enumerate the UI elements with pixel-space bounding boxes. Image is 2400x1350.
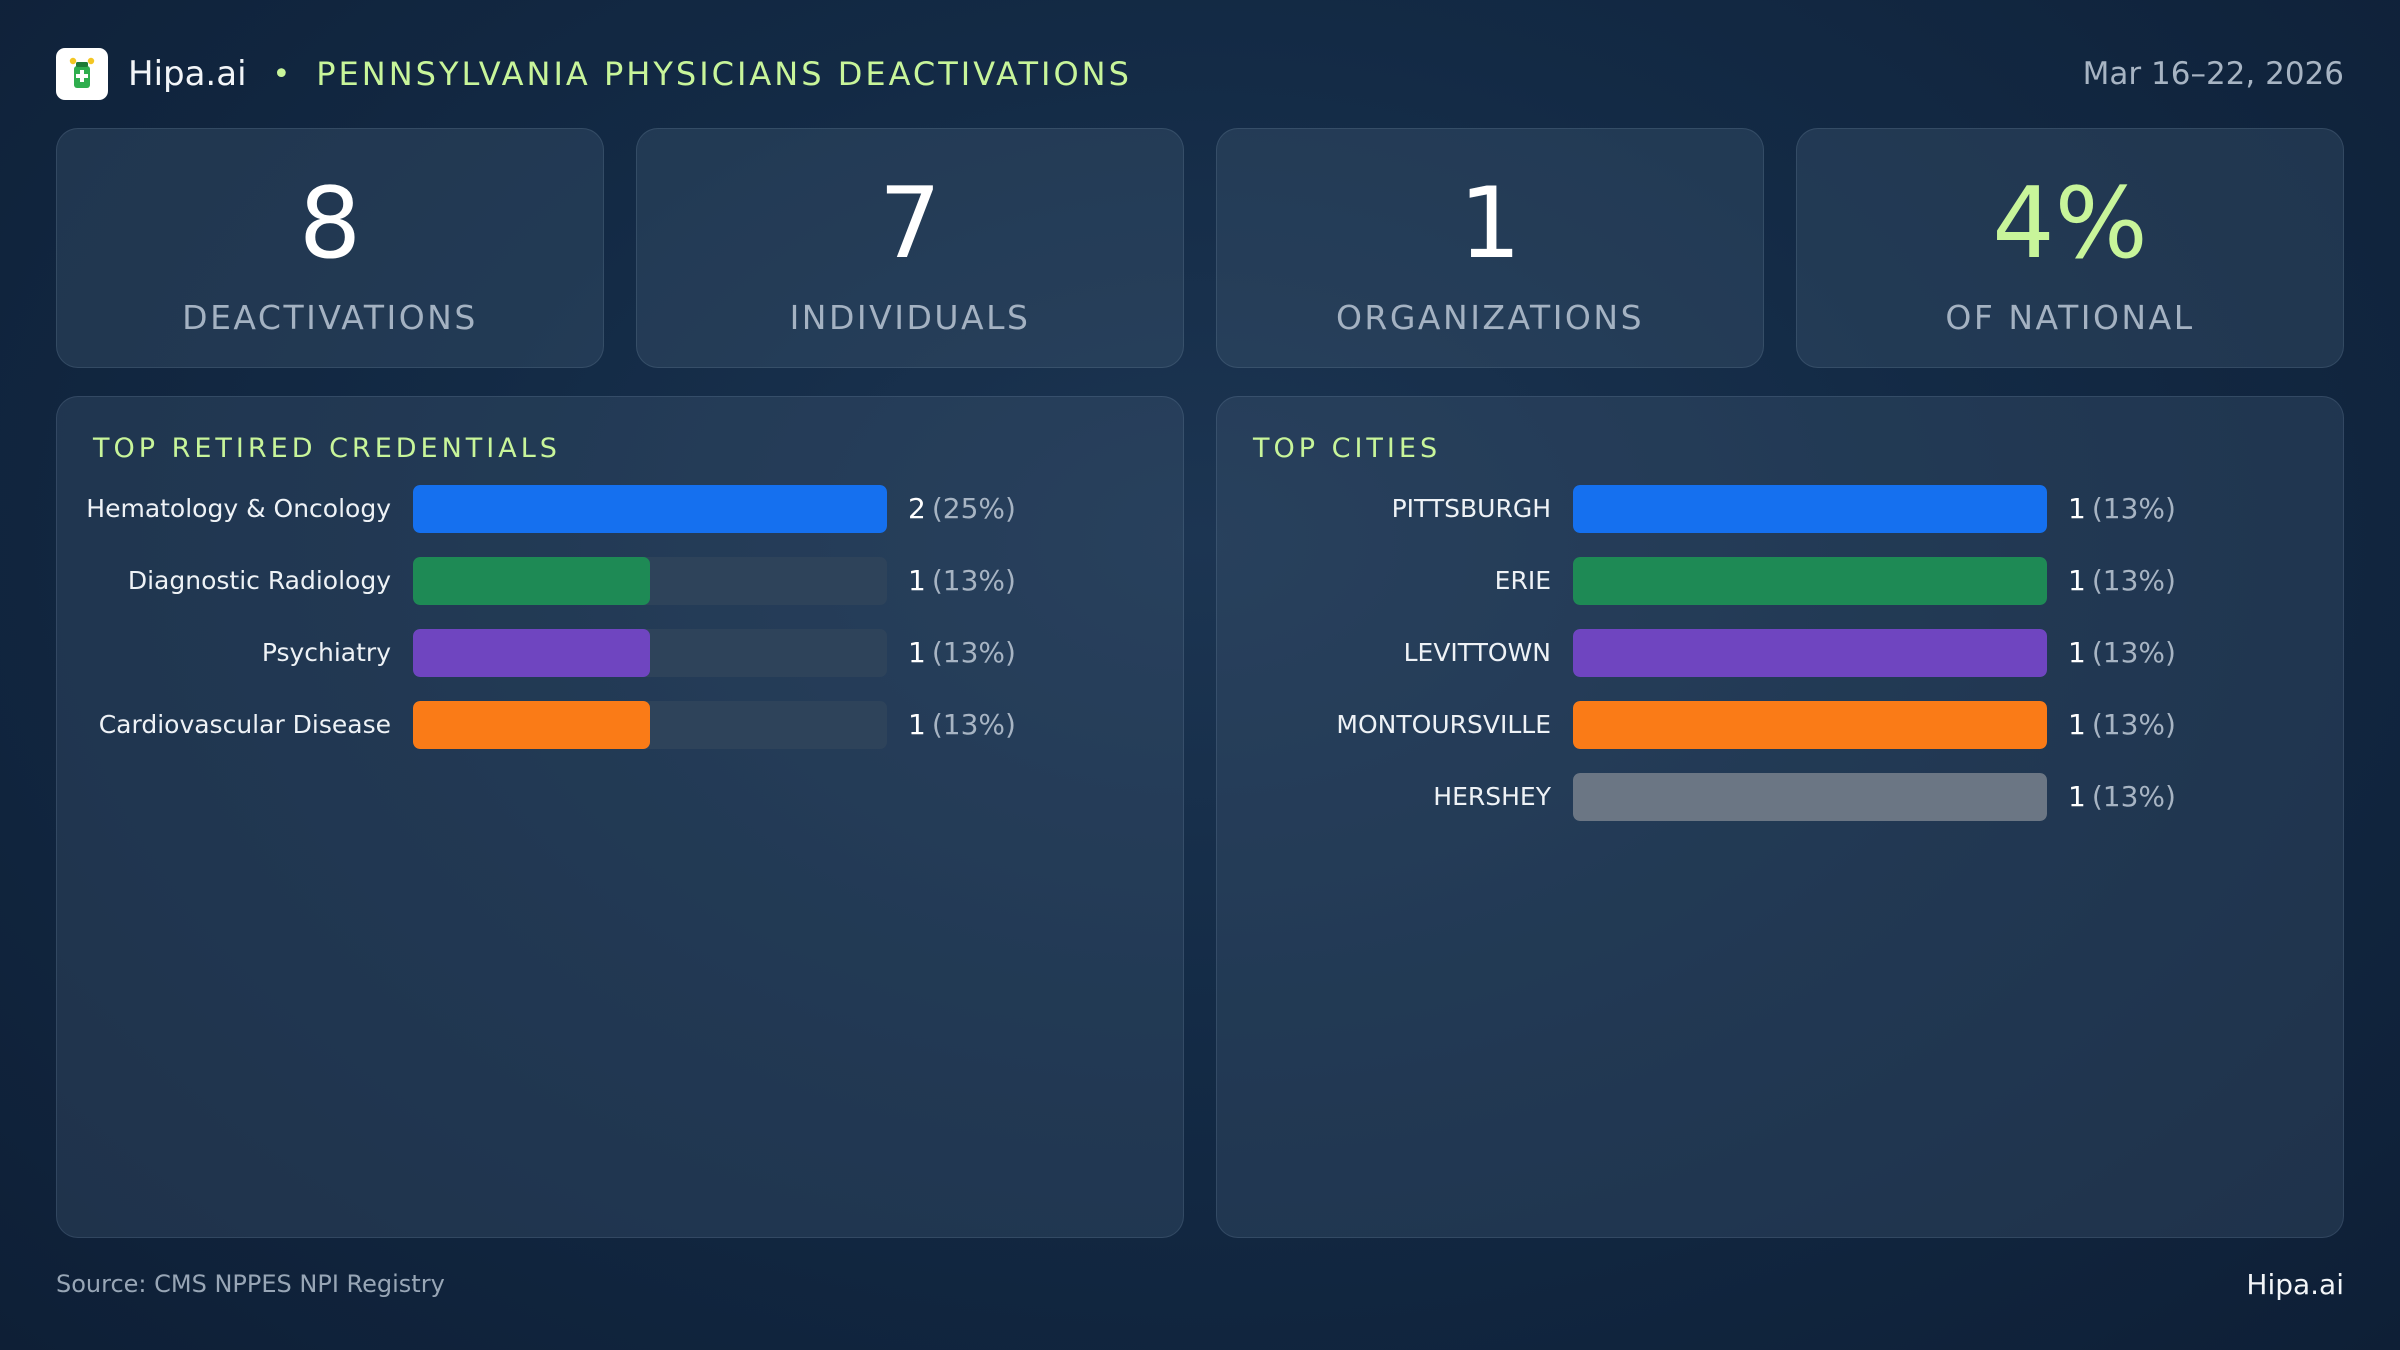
bar-percent: (13%) (931, 708, 1016, 741)
bar-value: 2 (908, 492, 926, 525)
kpi-label: DEACTIVATIONS (182, 298, 478, 337)
bar-percent: (13%) (2091, 564, 2176, 597)
bar (1573, 485, 2047, 533)
bar-row: Hematology & Oncology 2 (25%) (57, 485, 1183, 533)
bar-value-label: 1 (13%) (2068, 485, 2176, 533)
kpi-label: ORGANIZATIONS (1335, 298, 1645, 337)
header: Hipa.ai • PENNSYLVANIA PHYSICIANS DEACTI… (56, 47, 2344, 101)
bar-row: PITTSBURGH 1 (13%) (1217, 485, 2343, 533)
footer-brand: Hipa.ai (2246, 1268, 2344, 1301)
bar-track (1573, 773, 2047, 821)
bar-label: LEVITTOWN (1403, 638, 1551, 667)
bar-value: 1 (2068, 564, 2086, 597)
bar-value: 1 (2068, 780, 2086, 813)
bar-label: ERIE (1494, 566, 1551, 595)
bar-label: Diagnostic Radiology (127, 566, 391, 595)
bar-track (1573, 557, 2047, 605)
bar-row: MONTOURSVILLE 1 (13%) (1217, 701, 2343, 749)
bar-row: Diagnostic Radiology 1 (13%) (57, 557, 1183, 605)
cities-bar-chart: PITTSBURGH 1 (13%) ERIE 1 (13%) LEVITTOWN 1 (13%… (1217, 485, 2343, 845)
bar (1573, 629, 2047, 677)
kpi-card-deactivations: 8 DEACTIVATIONS (56, 128, 604, 368)
bar-track (413, 557, 887, 605)
bar-row: Cardiovascular Disease 1 (13%) (57, 701, 1183, 749)
panel-title: TOP RETIRED CREDENTIALS (93, 433, 561, 464)
kpi-row: 8 DEACTIVATIONS 7 INDIVIDUALS 1 ORGANIZA… (56, 128, 2344, 368)
hipa-logo-icon (56, 48, 108, 100)
bar (1573, 773, 2047, 821)
bar (413, 557, 650, 605)
bar-row: ERIE 1 (13%) (1217, 557, 2343, 605)
date-range: Mar 16–22, 2026 (2082, 56, 2344, 92)
cities-panel: TOP CITIES PITTSBURGH 1 (13%) ERIE 1 (13%) LEV… (1216, 396, 2344, 1238)
bar-label: Hematology & Oncology (86, 494, 391, 523)
bar-value-label: 1 (13%) (908, 557, 1016, 605)
kpi-value: 7 (878, 167, 942, 281)
bar-value: 1 (2068, 708, 2086, 741)
kpi-label: OF NATIONAL (1945, 298, 2195, 337)
bar-track (1573, 701, 2047, 749)
bar-track (413, 485, 887, 533)
bar-percent: (13%) (931, 564, 1016, 597)
bar (1573, 557, 2047, 605)
bar-percent: (13%) (2091, 780, 2176, 813)
kpi-value: 8 (298, 167, 362, 281)
bar-value-label: 2 (25%) (908, 485, 1016, 533)
bar-row: HERSHEY 1 (13%) (1217, 773, 2343, 821)
page-title: PENNSYLVANIA PHYSICIANS DEACTIVATIONS (316, 55, 1132, 93)
bar-label: MONTOURSVILLE (1336, 710, 1551, 739)
kpi-card-organizations: 1 ORGANIZATIONS (1216, 128, 1764, 368)
bar-percent: (13%) (2091, 708, 2176, 741)
bar-value-label: 1 (13%) (2068, 557, 2176, 605)
bar-percent: (13%) (2091, 492, 2176, 525)
kpi-value: 1 (1458, 167, 1522, 281)
bar (413, 629, 650, 677)
bar-track (413, 629, 887, 677)
panel-title: TOP CITIES (1253, 433, 1442, 464)
bar-value: 1 (908, 708, 926, 741)
bar-value: 1 (2068, 492, 2086, 525)
bar-value-label: 1 (13%) (2068, 701, 2176, 749)
kpi-label: INDIVIDUALS (789, 298, 1031, 337)
bar-value-label: 1 (13%) (908, 629, 1016, 677)
bar-percent: (25%) (931, 492, 1016, 525)
bar-track (413, 701, 887, 749)
credentials-panel: TOP RETIRED CREDENTIALS Hematology & Onc… (56, 396, 1184, 1238)
bar-row: LEVITTOWN 1 (13%) (1217, 629, 2343, 677)
bar-value-label: 1 (13%) (2068, 629, 2176, 677)
brand-name: Hipa.ai (128, 54, 247, 94)
bar-value-label: 1 (13%) (908, 701, 1016, 749)
source-note: Source: CMS NPPES NPI Registry (56, 1270, 445, 1298)
bar-track (1573, 485, 2047, 533)
bar-label: PITTSBURGH (1391, 494, 1551, 523)
bar-value-label: 1 (13%) (2068, 773, 2176, 821)
bar (413, 701, 650, 749)
bar-value: 1 (908, 564, 926, 597)
bar-value: 1 (908, 636, 926, 669)
bar-percent: (13%) (931, 636, 1016, 669)
bar (1573, 701, 2047, 749)
bar-label: HERSHEY (1433, 782, 1551, 811)
title-separator: • (272, 56, 291, 92)
bar-percent: (13%) (2091, 636, 2176, 669)
bar-value: 1 (2068, 636, 2086, 669)
bar-row: Psychiatry 1 (13%) (57, 629, 1183, 677)
bar-track (1573, 629, 2047, 677)
kpi-value: 4% (1992, 167, 2148, 281)
credentials-bar-chart: Hematology & Oncology 2 (25%) Diagnostic Ra… (57, 485, 1183, 773)
kpi-card-of-national: 4% OF NATIONAL (1796, 128, 2344, 368)
bar-label: Psychiatry (261, 638, 391, 667)
bar (413, 485, 887, 533)
bar-label: Cardiovascular Disease (98, 710, 391, 739)
kpi-card-individuals: 7 INDIVIDUALS (636, 128, 1184, 368)
